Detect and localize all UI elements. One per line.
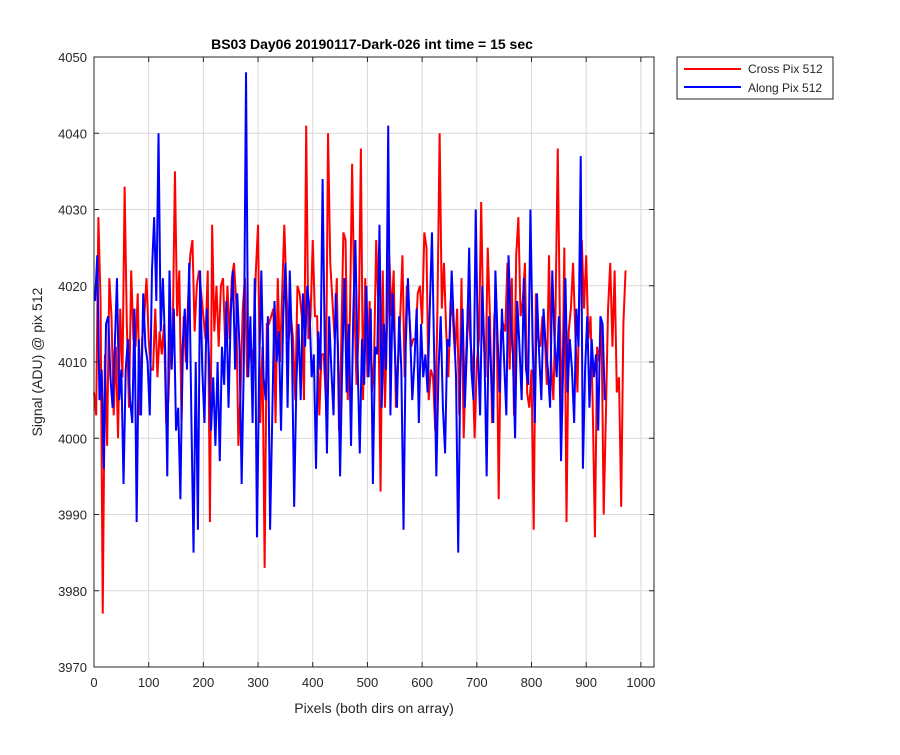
series-lines xyxy=(93,72,627,614)
axis-ticks xyxy=(93,56,654,668)
x-tick-label: 800 xyxy=(521,675,543,690)
x-tick-label: 200 xyxy=(193,675,215,690)
x-tick-label: 500 xyxy=(357,675,379,690)
legend-box xyxy=(676,56,834,100)
y-tick-label: 4000 xyxy=(58,431,87,446)
legend-label-cross: Cross Pix 512 xyxy=(748,62,823,76)
y-tick-label: 4040 xyxy=(58,126,87,141)
legend: Cross Pix 512 Along Pix 512 xyxy=(676,56,834,100)
y-tick-label: 4010 xyxy=(58,355,87,370)
x-tick-label: 900 xyxy=(575,675,597,690)
legend-label-along: Along Pix 512 xyxy=(748,81,822,95)
chart-title: BS03 Day06 20190117-Dark-026 int time = … xyxy=(211,36,533,52)
tick-labels: 0 100 200 300 400 500 600 700 800 900 1000 3970 3980… xyxy=(58,50,655,690)
y-tick-label: 3980 xyxy=(58,584,87,599)
x-tick-label: 700 xyxy=(466,675,488,690)
x-tick-label: 0 xyxy=(90,675,97,690)
x-tick-label: 400 xyxy=(302,675,324,690)
y-tick-label: 4050 xyxy=(58,50,87,65)
x-tick-label: 300 xyxy=(247,675,269,690)
y-tick-label: 4020 xyxy=(58,279,87,294)
series-line-along-pix xyxy=(94,72,606,553)
x-tick-label: 100 xyxy=(138,675,160,690)
y-axis-label: Signal (ADU) @ pix 512 xyxy=(29,287,45,436)
x-tick-label: 600 xyxy=(411,675,433,690)
y-tick-label: 3990 xyxy=(58,508,87,523)
y-tick-label: 4030 xyxy=(58,203,87,218)
x-axis-label: Pixels (both dirs on array) xyxy=(294,700,454,716)
x-tick-label: 1000 xyxy=(626,675,655,690)
y-tick-label: 3970 xyxy=(58,660,87,675)
